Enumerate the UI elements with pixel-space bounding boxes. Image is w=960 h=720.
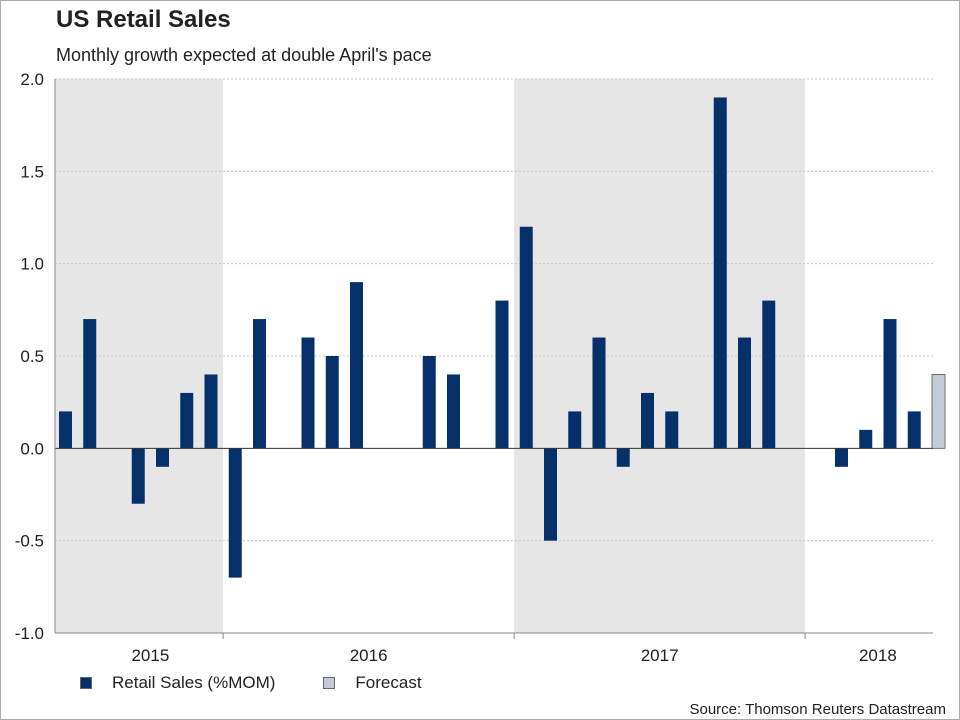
chart-title: US Retail Sales xyxy=(56,6,231,33)
bar-retail-sales xyxy=(301,337,315,449)
bar-retail-sales xyxy=(131,448,145,504)
x-tick-label: 2015 xyxy=(131,646,169,665)
bar-retail-sales xyxy=(495,300,509,449)
source-note: Source: Thomson Reuters Datastream xyxy=(689,701,946,718)
y-tick-label: 2.0 xyxy=(20,70,44,89)
x-tick-label: 2018 xyxy=(859,646,897,665)
bar-retail-sales xyxy=(568,411,582,449)
y-tick-label: -0.5 xyxy=(15,532,44,551)
bar-retail-sales xyxy=(83,319,97,449)
bar-retail-sales xyxy=(325,356,339,449)
y-tick-label: 0.0 xyxy=(20,439,44,458)
bar-retail-sales xyxy=(592,337,606,449)
x-tick-label: 2016 xyxy=(350,646,388,665)
chart-subtitle: Monthly growth expected at double April'… xyxy=(56,45,432,65)
bar-retail-sales xyxy=(59,411,72,449)
bar-retail-sales xyxy=(180,392,194,449)
legend-swatch-retail-sales xyxy=(80,677,92,689)
legend-item-retail-sales: Retail Sales (%MOM) xyxy=(80,673,275,693)
bars xyxy=(59,97,946,578)
bar-retail-sales xyxy=(907,411,921,449)
bar-retail-sales xyxy=(883,319,897,449)
bar-retail-sales xyxy=(422,356,436,449)
bar-retail-sales xyxy=(738,337,751,449)
x-tick-label: 2017 xyxy=(641,646,679,665)
y-tick-label: 0.5 xyxy=(20,347,44,366)
bar-retail-sales xyxy=(447,374,460,449)
bar-retail-sales xyxy=(544,448,557,541)
bar-retail-sales xyxy=(859,429,873,449)
bar-retail-sales xyxy=(713,97,727,449)
bar-retail-sales xyxy=(519,226,533,449)
legend-item-forecast: Forecast xyxy=(323,673,422,693)
axes xyxy=(54,79,933,639)
bar-retail-sales xyxy=(665,411,679,449)
bar-retail-sales xyxy=(228,448,242,578)
bar-forecast xyxy=(931,374,946,449)
y-tick-label: 1.0 xyxy=(20,255,44,274)
bar-retail-sales xyxy=(641,392,654,449)
bar-retail-sales xyxy=(204,374,218,449)
y-tick-label: -1.0 xyxy=(15,624,44,643)
legend-label-forecast: Forecast xyxy=(355,673,422,692)
bar-retail-sales xyxy=(253,319,266,449)
y-tick-label: 1.5 xyxy=(20,162,44,181)
bar-retail-sales xyxy=(762,300,776,449)
legend: Retail Sales (%MOM) Forecast xyxy=(80,673,470,693)
bar-retail-sales xyxy=(835,448,848,467)
bar-retail-sales xyxy=(350,282,363,449)
bar-retail-sales xyxy=(616,448,630,467)
legend-swatch-forecast xyxy=(323,677,336,689)
tick-labels: 2.0 1.5 1.0 0.5 0.0 -0.5 -1.0 2015 2016 2017 2018 xyxy=(15,70,897,665)
bar-retail-sales xyxy=(156,448,169,467)
legend-label-retail-sales: Retail Sales (%MOM) xyxy=(112,673,276,692)
